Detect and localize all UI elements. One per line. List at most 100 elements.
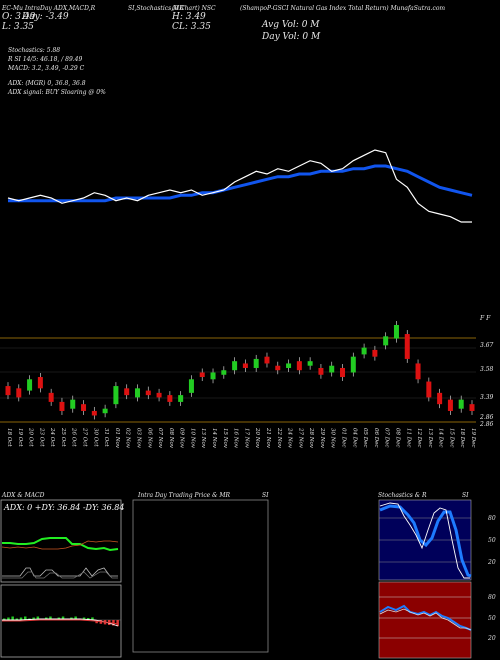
date-label: 24 Oct bbox=[49, 428, 56, 447]
date-label: 11 Dec bbox=[405, 428, 412, 448]
candle bbox=[232, 361, 238, 371]
close-price: CL: 3.35 bbox=[172, 22, 211, 32]
candle bbox=[221, 370, 227, 375]
date-label: 19 Dec bbox=[470, 428, 476, 448]
axis-label: F F bbox=[480, 315, 491, 322]
minus-dy-line bbox=[1, 540, 119, 550]
candle bbox=[393, 325, 399, 339]
candle bbox=[275, 365, 281, 371]
candle bbox=[102, 408, 108, 414]
macd-bar bbox=[66, 618, 69, 620]
date-label: 31 Oct bbox=[103, 428, 110, 447]
axis-label: 3.67 bbox=[480, 342, 494, 349]
date-label: 10 Nov bbox=[189, 428, 196, 448]
macd-bar bbox=[95, 620, 98, 624]
date-label: 15 Nov bbox=[221, 428, 228, 448]
day-change: Day: -3.49 bbox=[22, 12, 69, 22]
rsi-white bbox=[379, 608, 472, 631]
date-label: 18 Oct bbox=[6, 428, 12, 447]
adx-signal: ADX signal: BUY Sloaring @ 0% bbox=[8, 89, 106, 96]
stoch-panel bbox=[378, 499, 472, 581]
date-label: 25 Oct bbox=[59, 428, 66, 447]
macd-readout: MACD: 3.2, 3.49, -0.29 C bbox=[8, 65, 85, 72]
price-chart bbox=[0, 149, 476, 423]
macd-bar bbox=[45, 617, 48, 620]
candle bbox=[307, 361, 313, 366]
candle bbox=[404, 334, 410, 359]
candle bbox=[188, 379, 194, 393]
candle bbox=[59, 401, 65, 411]
date-label: 01 Dec bbox=[340, 428, 347, 448]
macd-bar bbox=[40, 618, 44, 620]
candle bbox=[318, 367, 324, 375]
date-label: 06 Nov bbox=[146, 428, 153, 448]
candle bbox=[134, 388, 140, 398]
date-label: 29 Nov bbox=[318, 428, 325, 448]
candle bbox=[383, 336, 389, 346]
adx-panel-title: ADX & MACD bbox=[2, 492, 45, 499]
candle bbox=[145, 390, 151, 396]
macd-panel bbox=[0, 584, 122, 658]
candle bbox=[437, 392, 443, 405]
candle bbox=[296, 361, 302, 371]
candle bbox=[415, 363, 421, 380]
date-label: 13 Nov bbox=[200, 428, 207, 448]
date-label: 15 Dec bbox=[448, 428, 455, 448]
candle bbox=[361, 347, 367, 355]
moving-average-line bbox=[8, 164, 473, 203]
high-price: H: 3.49 bbox=[172, 12, 206, 22]
rsi-axis-50: 50 bbox=[488, 615, 496, 622]
candle bbox=[27, 379, 33, 391]
macd-bar bbox=[57, 617, 61, 620]
axis-label: 3.58 bbox=[480, 366, 494, 373]
candle bbox=[156, 392, 162, 398]
close-price-line bbox=[7, 149, 472, 223]
plus-dy-line bbox=[2, 537, 119, 552]
intraday-panel bbox=[132, 499, 269, 653]
candle bbox=[458, 399, 464, 409]
candle bbox=[210, 372, 216, 380]
axis-label: 2.86 bbox=[480, 414, 494, 421]
candle bbox=[124, 388, 130, 396]
avg-volume: Avg Vol: 0 M bbox=[262, 20, 320, 30]
date-label: 18 Dec bbox=[459, 428, 466, 448]
rsi-panel bbox=[378, 581, 472, 659]
macd-histogram bbox=[3, 616, 119, 627]
date-label: 17 Nov bbox=[243, 428, 250, 448]
candle bbox=[37, 377, 43, 389]
date-label: 02 Nov bbox=[124, 428, 131, 448]
macd-signal bbox=[2, 619, 119, 625]
header-title-3: (0 Chart) NSC bbox=[172, 5, 216, 12]
macd-bar bbox=[49, 616, 52, 620]
date-label: 14 Dec bbox=[437, 428, 444, 448]
date-label: 06 Dec bbox=[372, 428, 379, 448]
header-title-1: EC-Mu IntraDay ADX,MACD,R bbox=[2, 5, 96, 12]
rsi-blue bbox=[379, 604, 472, 631]
candle bbox=[16, 388, 22, 398]
date-label: 28 Nov bbox=[308, 428, 315, 448]
date-label: 09 Nov bbox=[178, 428, 185, 448]
date-label: 13 Dec bbox=[426, 428, 433, 448]
header-title-4: (ShampoP-GSCI Natural Gas Index Total Re… bbox=[240, 5, 446, 12]
adx-line-2 bbox=[2, 571, 118, 579]
macd-bar bbox=[3, 618, 6, 620]
candle bbox=[286, 363, 292, 368]
adx-panel bbox=[0, 499, 122, 583]
macd-bar bbox=[28, 618, 31, 620]
candle bbox=[70, 399, 76, 409]
date-label: 27 Nov bbox=[297, 428, 304, 448]
date-label: 24 Nov bbox=[286, 428, 293, 448]
adx-line bbox=[2, 567, 118, 577]
macd-bar bbox=[103, 620, 107, 625]
stochastics-readout: Stochastics: 5.88 bbox=[8, 47, 61, 54]
date-label: 23 Oct bbox=[38, 428, 45, 447]
candle bbox=[178, 395, 184, 402]
macd-bar bbox=[24, 616, 27, 620]
candle bbox=[199, 372, 205, 378]
date-label: 30 Oct bbox=[92, 428, 99, 447]
macd-bar bbox=[36, 616, 40, 620]
date-label: 26 Oct bbox=[70, 428, 77, 447]
candle bbox=[81, 404, 87, 411]
date-label: 08 Dec bbox=[394, 428, 401, 448]
date-label: 12 Dec bbox=[416, 428, 423, 448]
